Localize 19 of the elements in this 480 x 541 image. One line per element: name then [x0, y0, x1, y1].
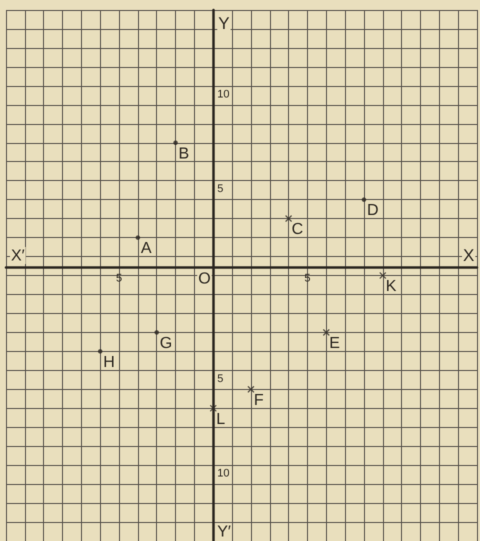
annotation: D — [366, 202, 379, 220]
annotation: H — [103, 354, 115, 371]
annotation: F — [254, 392, 264, 409]
y-tick-label: 10 — [217, 88, 230, 100]
annotation: L — [216, 410, 226, 428]
y-axis-title: Y — [218, 14, 230, 33]
annotation: X′ — [11, 248, 25, 264]
annotation: Y′ — [217, 524, 231, 540]
annotation: A — [140, 240, 152, 258]
annotation: O — [198, 270, 211, 288]
y-tick-label: 10 — [217, 468, 230, 480]
y-tick-label: 5 — [217, 372, 224, 385]
annotation: G — [160, 334, 172, 352]
annotation: C — [292, 221, 304, 238]
x-axis-title: X — [463, 246, 474, 265]
annotation: K — [386, 278, 397, 295]
annotation: E — [329, 334, 340, 352]
annotation: B — [178, 145, 190, 162]
y-tick-label: 5 — [217, 183, 224, 196]
